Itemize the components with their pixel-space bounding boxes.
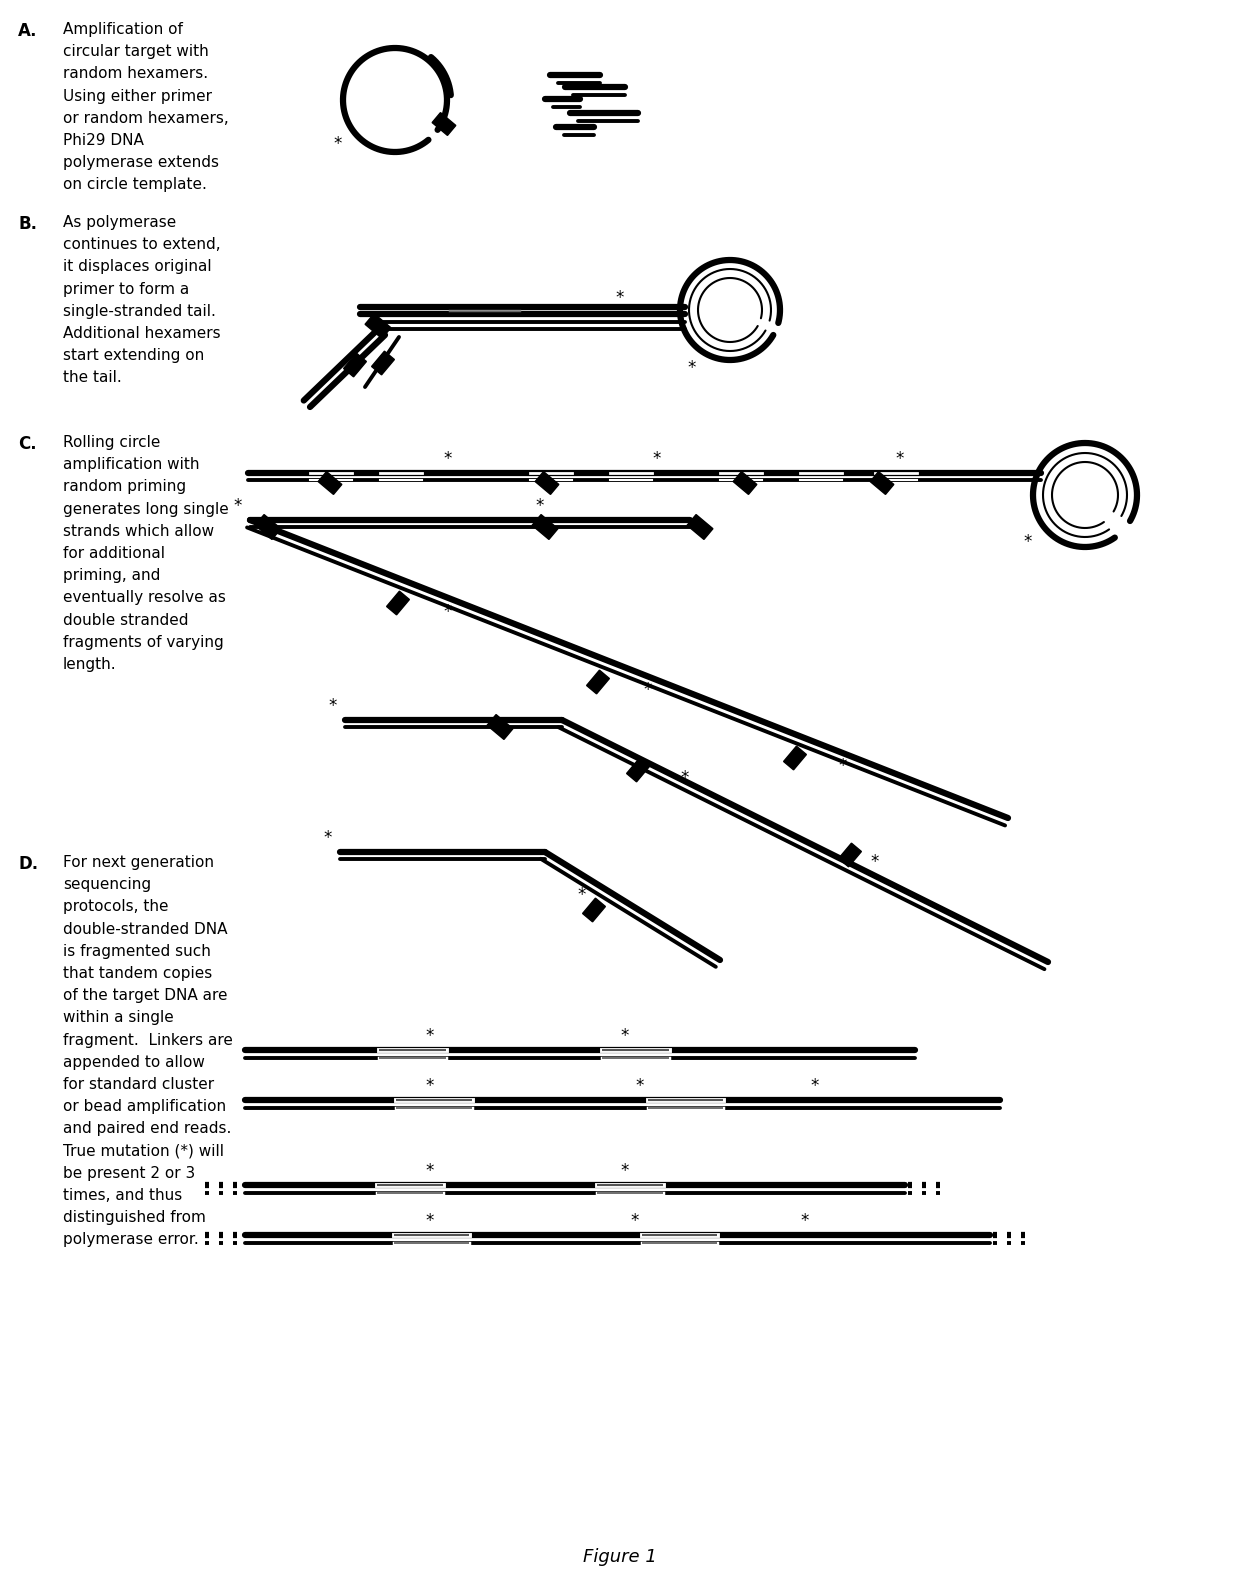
Text: *: * bbox=[870, 853, 879, 871]
Polygon shape bbox=[687, 514, 713, 539]
Text: For next generation
sequencing
protocols, the
double-stranded DNA
is fragmented : For next generation sequencing protocols… bbox=[63, 855, 233, 1247]
Text: *: * bbox=[1024, 533, 1032, 550]
Text: *: * bbox=[425, 1162, 434, 1180]
Text: *: * bbox=[444, 602, 453, 621]
Text: *: * bbox=[688, 360, 696, 377]
Text: *: * bbox=[636, 1077, 645, 1094]
Text: *: * bbox=[621, 1162, 629, 1180]
Text: *: * bbox=[652, 449, 661, 468]
Text: *: * bbox=[324, 830, 332, 847]
Polygon shape bbox=[432, 112, 456, 136]
Text: D.: D. bbox=[19, 855, 38, 874]
Text: *: * bbox=[578, 886, 587, 904]
Text: Figure 1: Figure 1 bbox=[583, 1549, 657, 1566]
Text: Amplification of
circular target with
random hexamers.
Using either primer
or ra: Amplification of circular target with ra… bbox=[63, 22, 228, 192]
Text: *: * bbox=[234, 497, 242, 516]
Text: *: * bbox=[895, 449, 904, 468]
Text: *: * bbox=[621, 1027, 629, 1046]
Text: *: * bbox=[536, 497, 544, 516]
Polygon shape bbox=[532, 514, 558, 539]
Polygon shape bbox=[784, 746, 806, 770]
Text: *: * bbox=[425, 1077, 434, 1094]
Polygon shape bbox=[255, 514, 281, 539]
Polygon shape bbox=[343, 353, 366, 377]
Text: *: * bbox=[329, 697, 337, 714]
Text: *: * bbox=[425, 1213, 434, 1230]
Polygon shape bbox=[583, 899, 605, 923]
Polygon shape bbox=[487, 714, 513, 740]
Polygon shape bbox=[319, 472, 342, 495]
Text: *: * bbox=[681, 770, 689, 787]
Polygon shape bbox=[372, 352, 394, 375]
Text: A.: A. bbox=[19, 22, 37, 39]
Polygon shape bbox=[838, 844, 862, 867]
Text: *: * bbox=[616, 289, 624, 308]
Text: *: * bbox=[838, 757, 847, 774]
Text: *: * bbox=[631, 1213, 639, 1230]
Polygon shape bbox=[626, 759, 650, 782]
Text: *: * bbox=[801, 1213, 810, 1230]
Polygon shape bbox=[536, 472, 559, 495]
Text: *: * bbox=[644, 681, 652, 699]
Text: C.: C. bbox=[19, 435, 37, 453]
Polygon shape bbox=[870, 472, 894, 495]
Polygon shape bbox=[365, 314, 391, 339]
Text: As polymerase
continues to extend,
it displaces original
primer to form a
single: As polymerase continues to extend, it di… bbox=[63, 214, 221, 385]
Text: *: * bbox=[425, 1027, 434, 1046]
Text: *: * bbox=[811, 1077, 820, 1094]
Text: B.: B. bbox=[19, 214, 37, 233]
Text: *: * bbox=[334, 136, 342, 153]
Text: *: * bbox=[444, 449, 453, 468]
Polygon shape bbox=[387, 591, 409, 615]
Polygon shape bbox=[733, 472, 756, 495]
Polygon shape bbox=[587, 670, 609, 694]
Text: Rolling circle
amplification with
random priming
generates long single
strands w: Rolling circle amplification with random… bbox=[63, 435, 228, 672]
